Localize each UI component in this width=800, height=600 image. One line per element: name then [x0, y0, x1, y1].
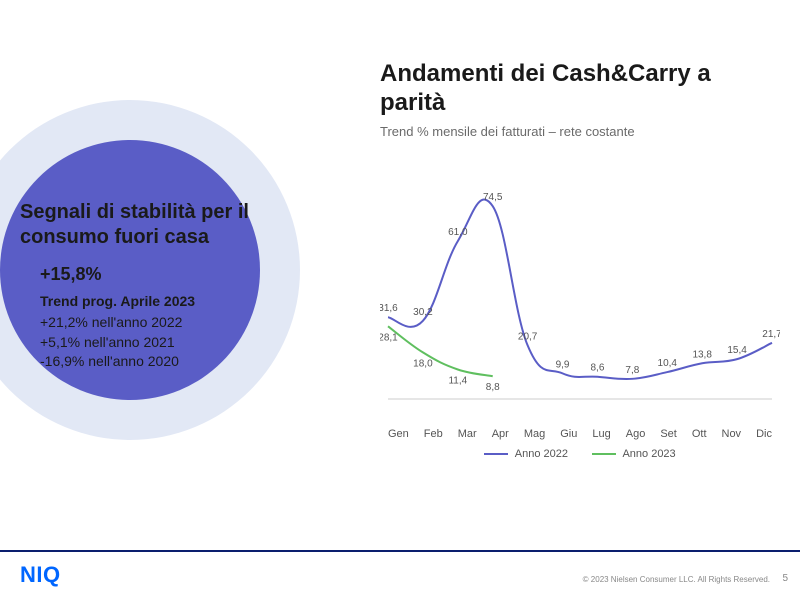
data-label: 20,7 [518, 331, 538, 342]
left-line-0: +21,2% nell'anno 2022 [40, 313, 300, 333]
data-label: 15,4 [727, 345, 747, 356]
data-label: 61,0 [448, 227, 468, 238]
x-tick-label: Lug [592, 428, 610, 440]
line-chart-svg: 31,6 30,2 61,0 74,5 20,7 9,9 8,6 7,8 10,4 13,8 15,… [380, 159, 780, 419]
data-label: 30,2 [413, 306, 433, 317]
x-tick-label: Apr [492, 428, 509, 440]
slide: Segnali di stabilità per il consumo fuor… [0, 0, 800, 600]
data-label: 74,5 [483, 192, 503, 203]
right-panel: Andamenti dei Cash&Carry a parità Trend … [380, 60, 780, 459]
x-tick-label: Mar [458, 428, 477, 440]
legend-swatch-2022 [484, 453, 508, 455]
data-label: 21,7 [762, 328, 780, 339]
page-number: 5 [782, 573, 788, 584]
x-tick-label: Set [660, 428, 677, 440]
data-label: 11,4 [448, 375, 467, 386]
chart-legend: Anno 2022 Anno 2023 [380, 448, 780, 460]
x-tick-label: Giu [560, 428, 577, 440]
x-axis-labels: Gen Feb Mar Apr Mag Giu Lug Ago Set Ott Nov Dic [380, 428, 780, 440]
data-label: 31,6 [380, 303, 398, 314]
chart-title: Andamenti dei Cash&Carry a parità [380, 60, 780, 118]
data-label: 8,8 [486, 382, 500, 393]
data-label: 13,8 [692, 349, 712, 360]
left-subheading: Trend prog. Aprile 2023 [40, 293, 300, 309]
x-tick-label: Mag [524, 428, 545, 440]
data-label: 7,8 [625, 364, 639, 375]
copyright-text: © 2023 Nielsen Consumer LLC. All Rights … [583, 575, 770, 584]
slide-footer: NIQ © 2023 Nielsen Consumer LLC. All Rig… [0, 550, 800, 600]
legend-item-2023: Anno 2023 [592, 448, 676, 460]
chart-area: 31,6 30,2 61,0 74,5 20,7 9,9 8,6 7,8 10,4 13,8 15,… [380, 159, 780, 459]
legend-swatch-2023 [592, 453, 616, 455]
data-label: 18,0 [413, 358, 433, 369]
data-label: 28,1 [380, 332, 398, 343]
left-panel: Segnali di stabilità per il consumo fuor… [0, 60, 330, 460]
left-line-2: -16,9% nell'anno 2020 [40, 352, 300, 372]
series-line-0 [388, 199, 772, 379]
x-tick-label: Ott [692, 428, 707, 440]
data-label: 8,6 [591, 362, 605, 373]
data-label: 10,4 [658, 358, 678, 369]
left-main-pct: +15,8% [40, 264, 300, 285]
legend-label-2022: Anno 2022 [515, 448, 568, 460]
series-line-1 [388, 326, 493, 376]
left-line-1: +5,1% nell'anno 2021 [40, 333, 300, 353]
x-tick-label: Feb [424, 428, 443, 440]
legend-item-2022: Anno 2022 [484, 448, 568, 460]
x-tick-label: Nov [722, 428, 742, 440]
data-label: 9,9 [556, 359, 570, 370]
niq-logo: NIQ [20, 562, 61, 588]
left-heading: Segnali di stabilità per il consumo fuor… [20, 200, 300, 250]
x-tick-label: Gen [388, 428, 409, 440]
x-tick-label: Dic [756, 428, 772, 440]
chart-subtitle: Trend % mensile dei fatturati – rete cos… [380, 124, 780, 139]
x-tick-label: Ago [626, 428, 646, 440]
legend-label-2023: Anno 2023 [622, 448, 675, 460]
circle-text-block: Segnali di stabilità per il consumo fuor… [20, 200, 300, 372]
